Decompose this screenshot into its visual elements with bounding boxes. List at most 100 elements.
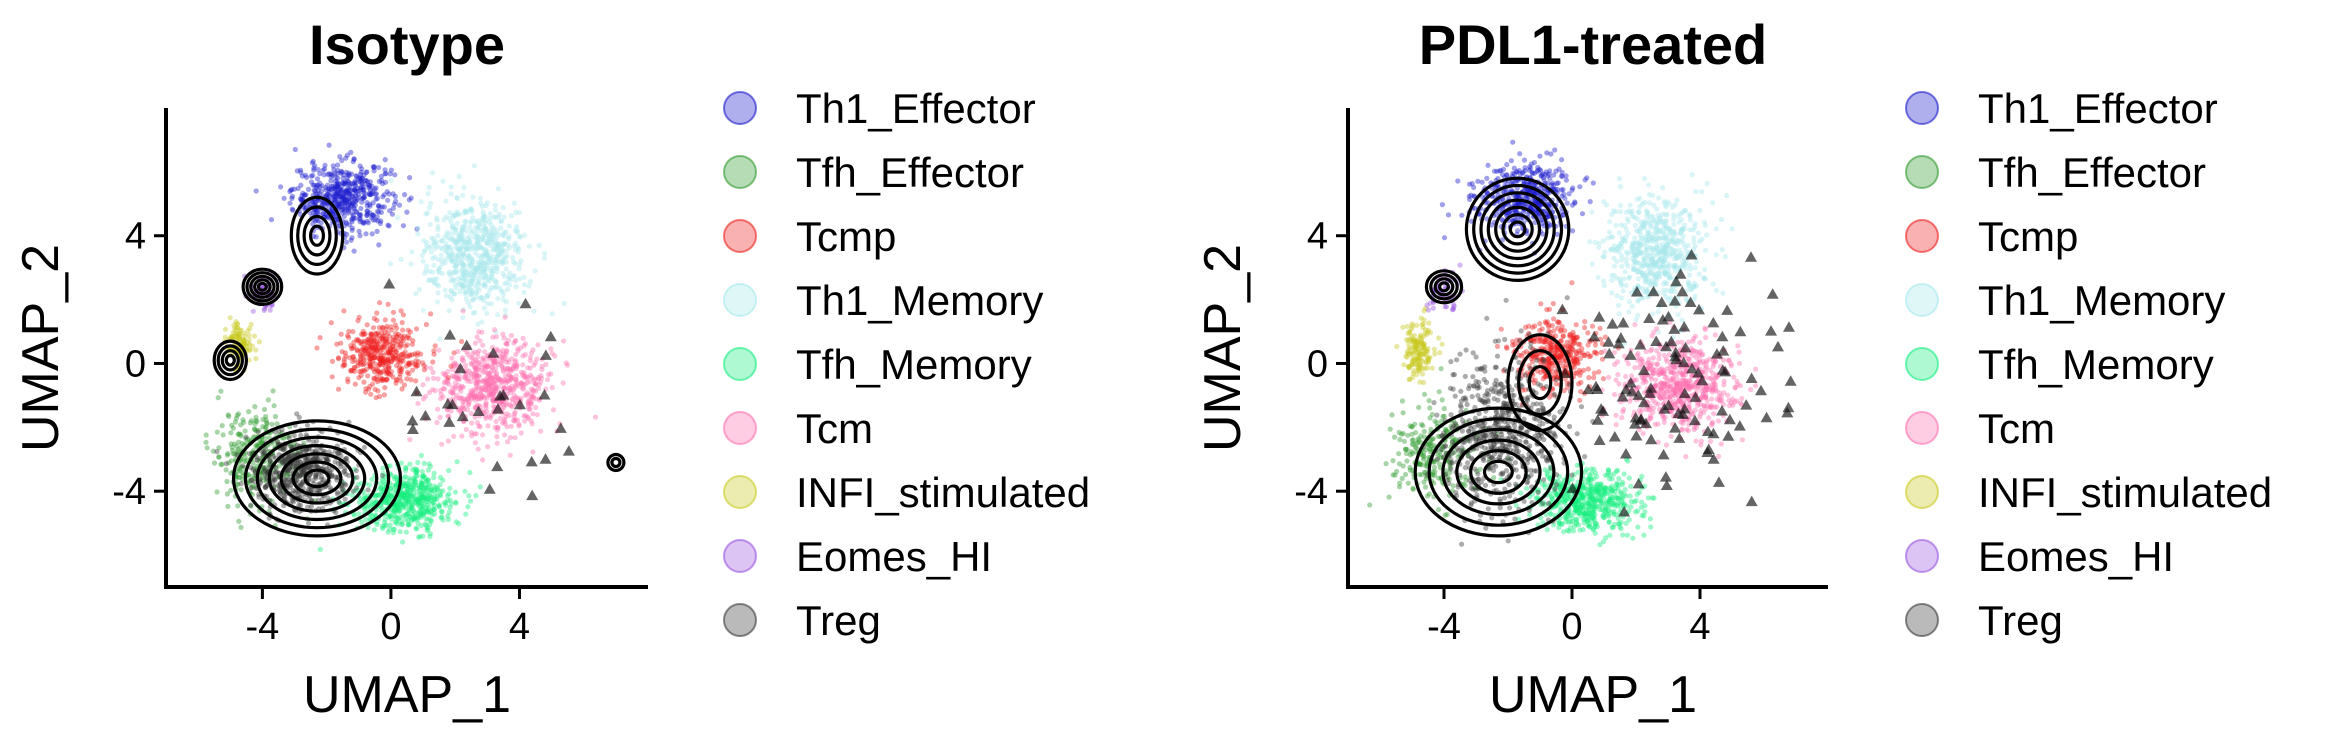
data-point [403, 529, 409, 535]
data-point [386, 370, 392, 376]
data-point [1673, 268, 1679, 274]
data-point [350, 205, 357, 212]
data-point [362, 177, 369, 184]
data-point [1702, 247, 1709, 253]
data-point [498, 360, 504, 366]
data-point [332, 171, 338, 177]
data-point [367, 359, 373, 366]
data-point [450, 214, 456, 220]
data-point [481, 393, 487, 399]
chart-title: PDL1-treated [1419, 13, 1768, 76]
data-point [365, 178, 371, 185]
data-point [459, 228, 465, 234]
data-point [460, 192, 466, 198]
data-point [421, 249, 427, 255]
data-point [323, 187, 329, 193]
legend-label: Tcm [796, 405, 873, 452]
data-point [413, 526, 419, 532]
triangle-marker [554, 422, 567, 433]
data-point [484, 240, 490, 246]
data-point [347, 202, 353, 208]
data-point [340, 196, 346, 203]
data-point [335, 201, 341, 207]
data-point [351, 196, 357, 202]
data-point [1633, 317, 1639, 323]
data-point [507, 452, 513, 458]
data-point [359, 185, 365, 191]
data-point [382, 171, 388, 177]
data-point [407, 461, 413, 467]
data-point [1674, 197, 1680, 203]
data-point [476, 287, 482, 293]
data-point [374, 195, 380, 201]
data-point [1590, 180, 1596, 186]
data-point [334, 202, 340, 208]
data-point [361, 195, 367, 201]
data-point [1667, 275, 1673, 281]
data-point [531, 377, 537, 383]
data-point [491, 368, 497, 374]
data-point [1699, 236, 1705, 242]
data-point [518, 383, 524, 389]
data-point [375, 203, 381, 209]
triangle-marker [544, 330, 557, 342]
data-point [335, 184, 341, 190]
data-point [370, 217, 376, 223]
data-point [1695, 230, 1701, 236]
data-point [366, 185, 372, 191]
data-point [539, 363, 545, 369]
data-point [445, 375, 451, 381]
data-point [342, 179, 348, 185]
data-point [550, 407, 557, 413]
data-point [428, 249, 435, 255]
data-point [297, 502, 304, 508]
data-point [486, 233, 492, 239]
data-point [498, 219, 504, 225]
data-point [1676, 247, 1682, 253]
data-point [415, 231, 421, 237]
data-point [1626, 299, 1632, 305]
data-point [513, 284, 519, 290]
data-point [1455, 178, 1461, 184]
data-point [246, 337, 252, 343]
data-point [1665, 263, 1671, 269]
data-point [335, 167, 341, 173]
data-point [438, 252, 444, 258]
data-point [368, 331, 374, 337]
data-point [357, 175, 363, 181]
data-point [459, 338, 465, 345]
data-point [501, 256, 507, 262]
data-point [489, 284, 495, 291]
data-point [352, 193, 358, 199]
data-point [254, 457, 260, 463]
data-point [369, 341, 375, 347]
data-point [358, 177, 364, 183]
data-point [534, 412, 541, 418]
data-point [361, 194, 367, 200]
data-point [435, 376, 441, 382]
data-point [437, 387, 444, 394]
data-point [457, 289, 463, 295]
data-point [408, 195, 414, 201]
data-point [1624, 216, 1630, 222]
data-point [291, 186, 297, 192]
data-point [479, 295, 485, 301]
data-point [378, 209, 384, 215]
data-point [338, 207, 344, 213]
data-point [1649, 224, 1655, 230]
data-point [349, 219, 355, 225]
data-point [311, 187, 317, 193]
data-point [1656, 247, 1662, 253]
data-point [346, 334, 352, 340]
data-point [367, 191, 374, 198]
data-point [391, 526, 397, 533]
data-point [410, 501, 416, 507]
data-point [393, 503, 399, 509]
data-point [464, 396, 470, 402]
data-point [340, 192, 346, 198]
data-point [473, 294, 479, 300]
data-point [1644, 288, 1650, 294]
data-point [413, 364, 419, 370]
data-point [342, 496, 348, 502]
data-point [345, 202, 351, 208]
